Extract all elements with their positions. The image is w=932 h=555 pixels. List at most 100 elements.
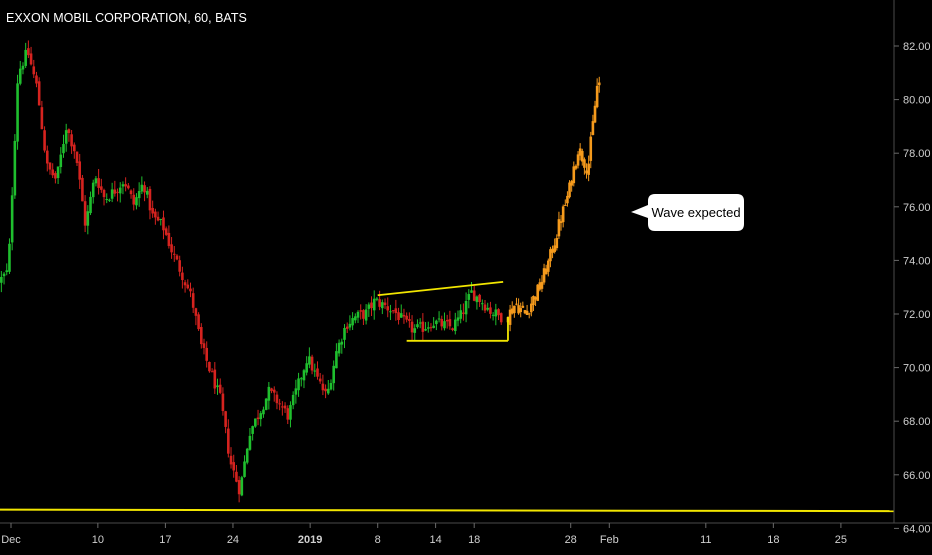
- projected-candle: [532, 295, 535, 311]
- price-candle: [305, 356, 308, 376]
- candle-body: [356, 311, 360, 318]
- candle-body: [232, 462, 236, 471]
- price-candle: [413, 324, 417, 342]
- price-candle: [48, 162, 52, 175]
- time-tick-label: Dec: [1, 534, 21, 546]
- projected-candle: [593, 100, 597, 124]
- price-candle: [310, 354, 314, 375]
- price-candle: [340, 338, 344, 354]
- candle-body: [262, 409, 265, 415]
- price-candle: [391, 310, 395, 314]
- candle-body: [440, 319, 444, 327]
- price-candle: [35, 71, 38, 88]
- candle-body: [154, 211, 157, 218]
- candle-body: [578, 148, 582, 156]
- candle-body: [418, 322, 422, 324]
- candle-body: [140, 184, 144, 192]
- price-candle: [13, 134, 17, 199]
- price-candle: [0, 271, 3, 293]
- candle-body: [170, 244, 173, 253]
- resistance-trendline[interactable]: [377, 280, 504, 297]
- price-candle: [308, 347, 311, 369]
- price-candle: [245, 447, 249, 465]
- price-candle: [213, 362, 217, 394]
- candle-body: [538, 282, 542, 290]
- candle-body: [456, 317, 460, 321]
- time-tick-label: 28: [565, 534, 577, 546]
- candle-body: [426, 327, 430, 329]
- price-candle: [100, 178, 103, 193]
- candle-body: [213, 369, 217, 389]
- projected-candle: [513, 305, 516, 318]
- candle-body: [572, 166, 576, 184]
- price-candle: [210, 368, 214, 373]
- candle-body: [245, 448, 249, 463]
- candle-body: [151, 207, 154, 214]
- price-candle: [397, 307, 400, 325]
- price-candle: [121, 181, 125, 195]
- price-candle: [159, 218, 163, 226]
- price-candle: [232, 454, 236, 478]
- time-tick-label: 17: [159, 534, 171, 546]
- price-candle: [181, 266, 184, 289]
- candle-body: [424, 329, 427, 331]
- candle-body: [351, 318, 354, 326]
- price-candle: [351, 312, 354, 330]
- price-candle: [151, 200, 154, 218]
- candle-body: [175, 255, 179, 260]
- price-candle: [497, 308, 500, 321]
- price-candle: [208, 361, 211, 373]
- price-candle: [275, 391, 279, 410]
- candle-body: [378, 299, 381, 307]
- price-candle: [186, 279, 190, 290]
- candle-body: [321, 383, 325, 391]
- price-candle: [21, 62, 25, 75]
- time-tick-label: 10: [92, 534, 104, 546]
- candle-body: [299, 378, 303, 380]
- candle-body: [523, 310, 527, 314]
- projected-candle: [536, 284, 539, 302]
- price-candle: [8, 238, 11, 275]
- projected-candle: [540, 275, 544, 293]
- candle-body: [559, 221, 563, 223]
- price-candle: [5, 263, 9, 276]
- projected-candle: [574, 164, 578, 171]
- price-candle: [402, 308, 406, 324]
- candle-body: [519, 308, 523, 313]
- price-candle: [262, 406, 265, 418]
- price-candle: [189, 282, 192, 298]
- candle-body: [335, 351, 338, 369]
- projected-candle: [568, 180, 571, 199]
- price-candle: [164, 226, 168, 237]
- candle-body: [340, 341, 344, 345]
- candle-body: [448, 319, 452, 327]
- candle-body: [281, 406, 284, 408]
- horizontal-support-line[interactable]: [0, 508, 895, 513]
- candle-body: [24, 49, 27, 66]
- price-candle: [205, 341, 209, 368]
- price-candle: [102, 188, 106, 206]
- candle-body: [475, 296, 479, 303]
- candle-body: [568, 182, 571, 198]
- projected-candle: [544, 264, 548, 275]
- candle-body: [372, 298, 376, 311]
- price-candle: [224, 410, 227, 434]
- price-tick-label: 74.00: [903, 255, 931, 267]
- candle-body: [105, 199, 109, 201]
- price-candle: [202, 338, 206, 355]
- candle-body: [35, 75, 38, 84]
- candle-body: [162, 217, 165, 231]
- price-candle: [221, 387, 225, 416]
- price-candle: [408, 312, 411, 328]
- price-candle: [272, 386, 276, 402]
- wave-expected-callout[interactable]: Wave expected: [631, 194, 744, 231]
- price-candle: [491, 312, 495, 321]
- price-candle: [472, 285, 476, 302]
- price-candle: [297, 372, 300, 397]
- candle-body: [497, 309, 500, 316]
- candle-body: [570, 180, 573, 186]
- callout-text: Wave expected: [651, 205, 740, 220]
- candles-layer: [0, 40, 601, 503]
